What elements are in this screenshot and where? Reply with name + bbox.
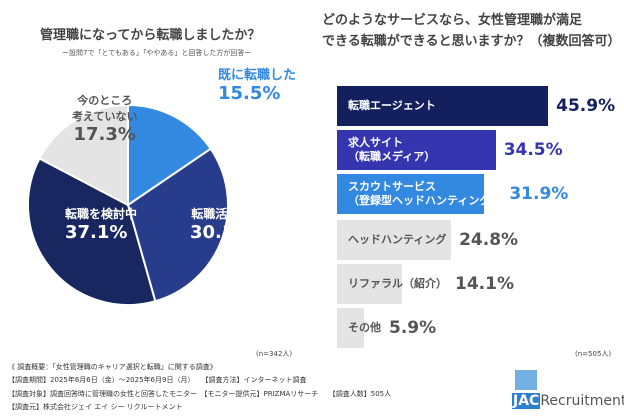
bar-label-text: スカウトサービス bbox=[348, 180, 436, 193]
pie-value: 37.1% bbox=[65, 222, 128, 243]
bar-label: 転職エージェント bbox=[348, 99, 436, 113]
pie-label-text: 考えていない bbox=[72, 110, 138, 123]
pie-label-text: 転職活動中 bbox=[191, 207, 252, 221]
bar-label: スカウトサービス （登録型ヘッドハンティング） bbox=[348, 180, 501, 208]
bar-n: (n=505人) bbox=[575, 350, 612, 358]
pie-subtitle: ー設問7で「とてもある」「ややある」と回答した方が回答ー bbox=[62, 49, 252, 57]
bar-label-text: リファラル（紹介） bbox=[348, 277, 447, 290]
footer-line: 《 調査概要：「女性管理職のキャリア選択と転職」に関する調査》 bbox=[8, 363, 217, 371]
bar-label: 求人サイト （転職メディア） bbox=[348, 136, 435, 164]
bar bbox=[337, 130, 496, 170]
pie-label: 転職活動中 30.1% bbox=[190, 205, 252, 243]
bar-value: 14.1% bbox=[455, 274, 514, 294]
pie-label: 既に転職した 15.5% bbox=[218, 64, 296, 104]
pie-chart bbox=[27, 103, 229, 306]
pie-label-text: 今のところ bbox=[77, 94, 133, 107]
pie-value: 17.3% bbox=[73, 124, 136, 145]
bar-value: 5.9% bbox=[389, 318, 437, 338]
pie-label-text: 転職を検討中 bbox=[65, 207, 138, 221]
bar-label-text: （転職メディア） bbox=[348, 150, 436, 163]
bar bbox=[337, 174, 484, 214]
pie-label: 今のところ考えていない 17.3% bbox=[72, 92, 137, 145]
bar-value: 34.5% bbox=[503, 140, 563, 160]
bar-label: リファラル（紹介） bbox=[348, 277, 447, 291]
pie-slice bbox=[127, 103, 213, 207]
pie-slice bbox=[126, 147, 229, 303]
bar-title-line: どのようなサービスなら、女性管理職が満足 bbox=[322, 13, 583, 28]
pie-slice bbox=[38, 103, 129, 207]
bar-label: その他 bbox=[348, 321, 381, 335]
bar-value: 24.8% bbox=[459, 230, 519, 250]
bar-label-text: 求人サイト bbox=[348, 136, 403, 149]
pie-value: 30.1% bbox=[190, 222, 253, 243]
logo-puzzle-icon bbox=[515, 370, 537, 390]
pie-n: (n=342人) bbox=[256, 350, 293, 358]
bar bbox=[337, 264, 402, 304]
pie-label: 転職を検討中 37.1% bbox=[65, 205, 137, 243]
jac-logo: JACRecruitment bbox=[512, 393, 624, 409]
bar-label: ヘッドハンティング bbox=[348, 233, 446, 247]
footer-line: 【調査元】株式会社ジェイ エイ シー リクルートメント bbox=[8, 403, 183, 411]
pie-title: 管理職になってから転職しましたか？ bbox=[40, 28, 261, 43]
bar-title-line: できる転職ができると思いますか？（複数回答可） bbox=[322, 34, 621, 49]
footer-line: 【調査対象】調査回答時に管理職の女性と回答したモニター 【モニター提供元】PRI… bbox=[8, 390, 392, 398]
bar-label-text: （登録型ヘッドハンティング） bbox=[348, 194, 502, 207]
bar-label-text: ヘッドハンティング bbox=[348, 233, 447, 246]
bar-title: どのようなサービスなら、女性管理職が満足 できる転職ができると思いますか？（複数… bbox=[322, 10, 620, 52]
bar-value: 45.9% bbox=[556, 96, 616, 116]
pie-label-text: 既に転職した bbox=[218, 68, 297, 83]
bar-label-text: その他 bbox=[348, 321, 381, 334]
footer-line: 【調査期間】2025年6月6日（金）～2025年6月9日（月） 【調査方法】イン… bbox=[8, 376, 307, 384]
pie-slice bbox=[27, 157, 157, 306]
bar-label-text: 転職エージェント bbox=[348, 99, 436, 112]
bar bbox=[337, 86, 549, 126]
bar bbox=[337, 308, 365, 348]
pie-value: 15.5% bbox=[218, 83, 281, 104]
bar-value: 31.9% bbox=[509, 184, 569, 204]
bar bbox=[337, 220, 452, 260]
